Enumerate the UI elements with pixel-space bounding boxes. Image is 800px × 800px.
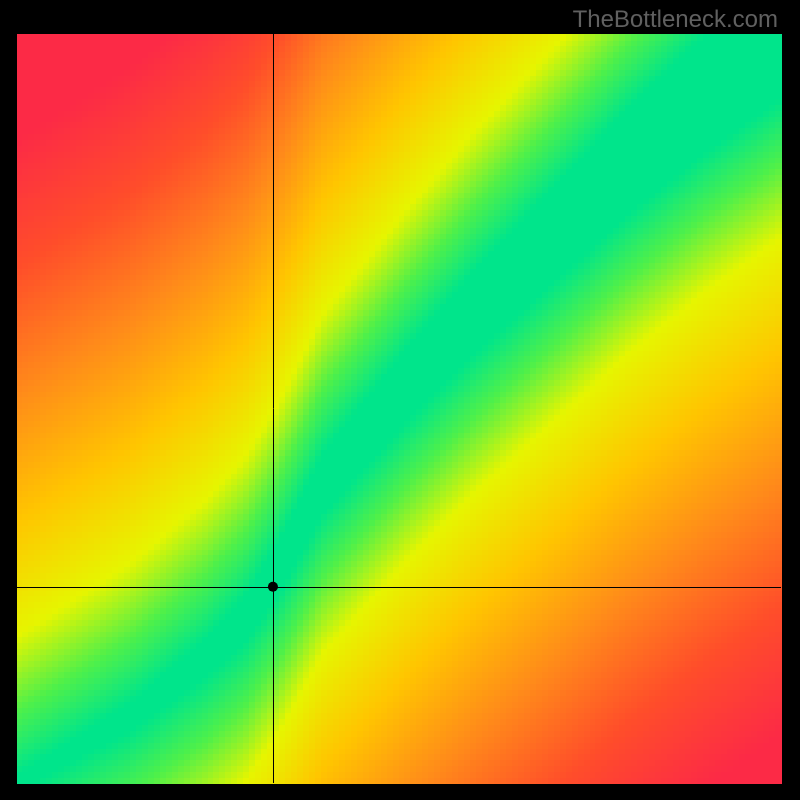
watermark-text: TheBottleneck.com [573,6,778,34]
bottleneck-heatmap-canvas [0,0,800,800]
root: TheBottleneck.com [0,0,800,800]
